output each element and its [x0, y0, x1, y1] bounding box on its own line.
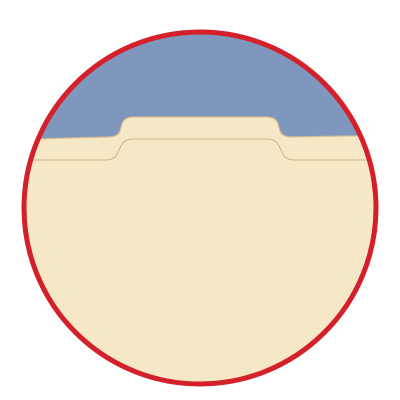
folder-body	[24, 116, 376, 384]
circle-border	[21, 29, 379, 387]
tab-fold-line	[24, 138, 376, 161]
